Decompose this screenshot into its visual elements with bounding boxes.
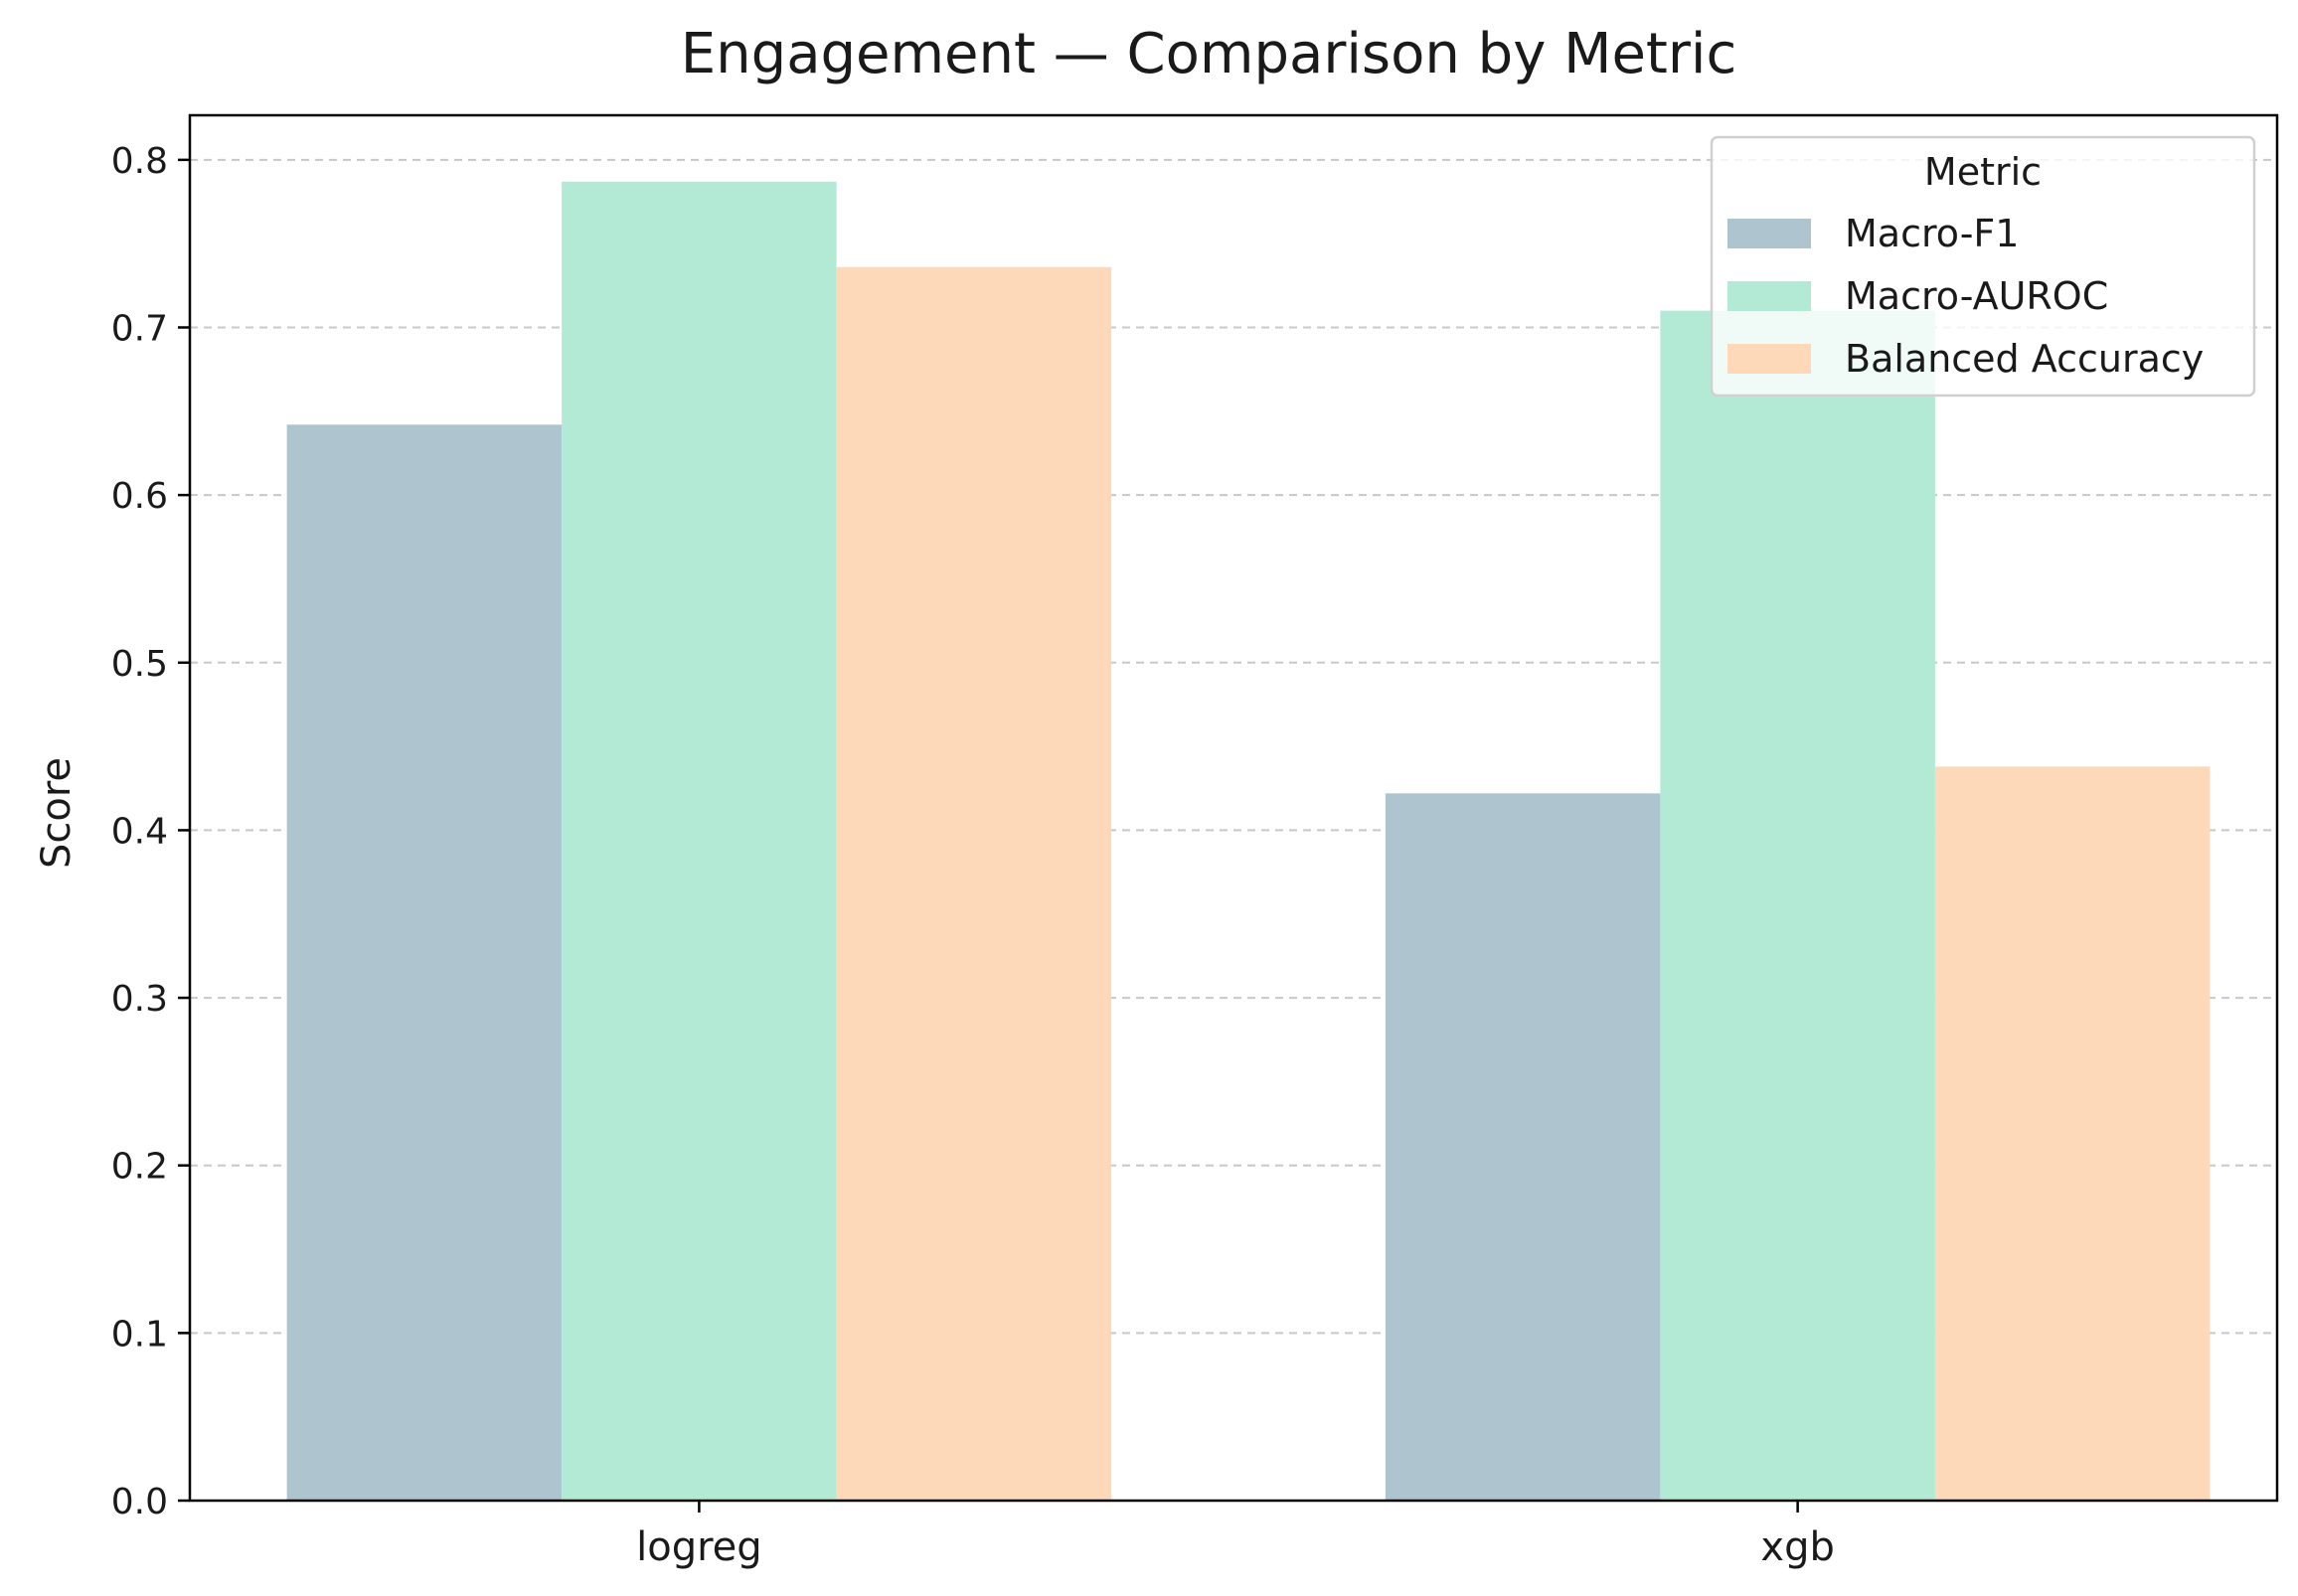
- y-tick-label: 0.1: [111, 1314, 168, 1355]
- y-tick-label: 0.4: [111, 811, 168, 852]
- legend-box: [1710, 135, 2256, 398]
- bar-logreg-balanced-accuracy: [836, 266, 1112, 1501]
- x-tick-label: logreg: [636, 1524, 762, 1570]
- plot-frame: [188, 113, 2279, 1503]
- bar-xgb-macro-auroc: [1660, 310, 1935, 1501]
- chart-title: Engagement — Comparison by Metric: [681, 22, 1736, 86]
- y-tick-label: 0.5: [111, 644, 168, 685]
- legend-label: Macro-F1: [1845, 212, 2019, 255]
- bar-logreg-macro-auroc: [562, 181, 837, 1502]
- legend: Metric Macro-F1 Macro-AUROC Balanced Accura…: [1710, 135, 2256, 398]
- y-tick-label: 0.2: [111, 1147, 168, 1188]
- bar-xgb-macro-f1: [1385, 793, 1661, 1501]
- x-tick-label: xgb: [1760, 1524, 1834, 1570]
- y-axis-label: Score: [34, 757, 80, 869]
- legend-swatch: [1727, 344, 1811, 374]
- legend-swatch: [1727, 219, 1811, 248]
- y-tick-label: 0.8: [111, 141, 168, 182]
- y-axis-ticks: 0.0 0.1 0.2 0.3 0.4 0.5 0.6 0.7 0.8: [111, 141, 190, 1522]
- y-tick-label: 0.6: [111, 476, 168, 517]
- bar-xgb-balanced-accuracy: [1934, 766, 2211, 1501]
- x-axis-ticks: logreg xgb: [636, 1501, 1835, 1570]
- legend-title: Metric: [1924, 150, 2042, 194]
- y-tick-label: 0.3: [111, 979, 168, 1020]
- y-tick-label: 0.0: [111, 1482, 168, 1522]
- bar-logreg-macro-f1: [286, 424, 563, 1501]
- legend-label: Macro-AUROC: [1845, 274, 2108, 318]
- legend-label: Balanced Accuracy: [1845, 337, 2204, 381]
- y-tick-label: 0.7: [111, 309, 168, 350]
- legend-swatch: [1727, 281, 1811, 311]
- bars: [286, 181, 2211, 1502]
